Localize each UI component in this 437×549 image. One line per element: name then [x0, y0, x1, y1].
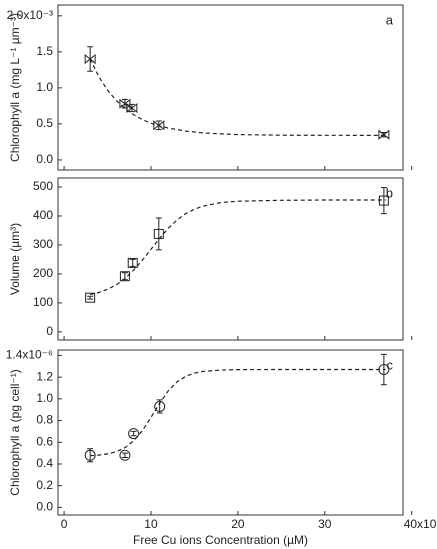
error-bar: [121, 272, 128, 281]
y-tick-label: 0.8: [36, 413, 53, 427]
marker: [378, 195, 389, 206]
marker: [84, 53, 96, 65]
marker: [153, 120, 165, 131]
marker: [378, 129, 390, 140]
y-tick-label: 0.5: [36, 116, 53, 130]
plot-frame: [57, 4, 404, 171]
x-axis-title: Free Cu ions Concentration (µM): [133, 533, 308, 547]
error-bar: [129, 258, 136, 267]
error-bar: [156, 399, 163, 414]
y-axis-title: Chlorophyll a (mg L⁻¹ µm⁻³): [8, 13, 22, 162]
x-tick-label: 20: [231, 517, 245, 531]
marker: [128, 428, 140, 440]
marker: [154, 400, 166, 412]
y-tick-label: 500: [33, 179, 53, 193]
y-tick-label: 1.5: [36, 44, 53, 58]
x-tick-label: 10: [144, 517, 158, 531]
marker: [126, 102, 138, 114]
y-tick-label: 0: [46, 324, 53, 338]
marker: [119, 449, 131, 461]
error-bar: [155, 217, 162, 251]
fit-curve: [90, 199, 386, 296]
x-tick-label: 0: [61, 517, 68, 531]
error-bar: [87, 295, 94, 300]
error-bar: [380, 353, 387, 386]
y-tick-label: 0.0: [36, 500, 53, 514]
marker: [119, 271, 130, 282]
x-tick-label: 30: [318, 517, 332, 531]
panel-letter: b: [386, 185, 393, 200]
marker: [127, 257, 138, 268]
y-tick-label: 2.0x10⁻³: [7, 8, 53, 22]
y-tick-label: 300: [33, 237, 53, 251]
plot-frame: [57, 349, 404, 516]
error-bar: [380, 187, 387, 215]
y-axis-title: Volume (µm³): [8, 223, 22, 295]
marker: [378, 364, 390, 376]
fit-curve: [89, 58, 386, 136]
y-tick-label: 1.2: [36, 369, 53, 383]
y-tick-label: 0.6: [36, 434, 53, 448]
marker: [153, 228, 164, 239]
y-tick-label: 0.2: [36, 478, 53, 492]
y-tick-label: 1.4x10⁻⁶: [6, 348, 53, 362]
y-tick-label: 200: [33, 266, 53, 280]
error-bar: [121, 452, 128, 458]
x-tick-label: 40x10⁻³: [404, 517, 437, 531]
y-tick-label: 400: [33, 208, 53, 222]
error-bar: [130, 430, 137, 437]
y-tick-label: 0.4: [36, 456, 53, 470]
panel-letter: a: [386, 12, 394, 27]
y-axis-title: Chlorophyll a (pg cell⁻¹): [8, 369, 22, 495]
y-tick-label: 100: [33, 295, 53, 309]
y-tick-label: 0.0: [36, 152, 53, 166]
fit-curve: [90, 368, 386, 457]
y-tick-label: 1.0: [36, 391, 53, 405]
y-tick-label: 1.0: [36, 80, 53, 94]
plot-frame: [57, 177, 404, 341]
marker: [84, 449, 96, 461]
error-bar: [87, 448, 94, 463]
panel-letter: c: [387, 357, 394, 372]
marker: [85, 292, 96, 303]
